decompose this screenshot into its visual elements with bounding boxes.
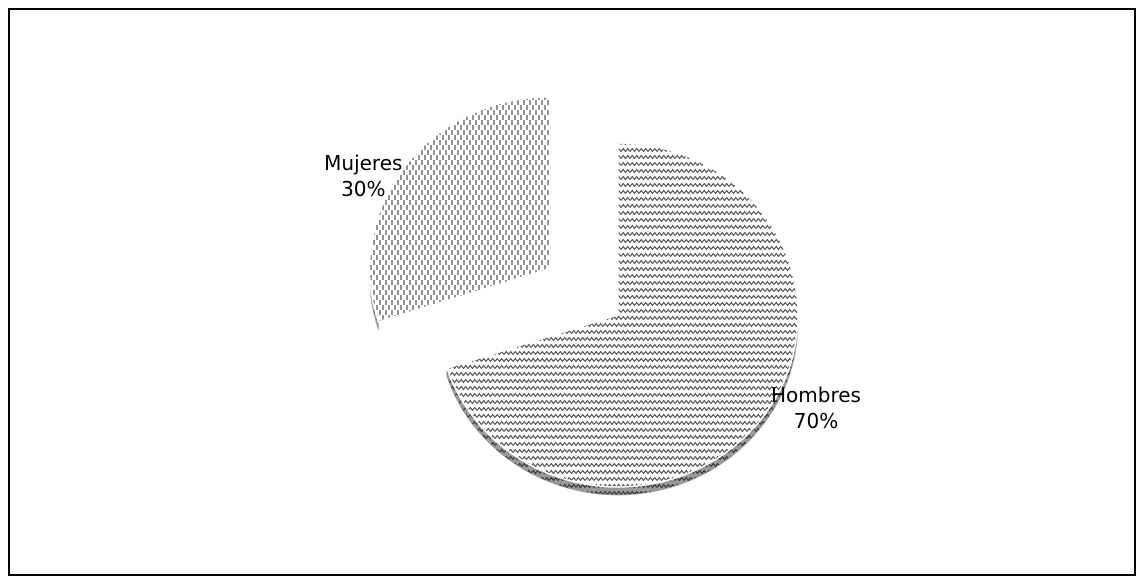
data-label-hombres: Hombres 70% <box>771 382 861 434</box>
data-label-category: Mujeres <box>324 150 403 175</box>
pie-slice-mujeres <box>368 95 551 323</box>
data-label-percent: 70% <box>793 409 839 433</box>
data-label-mujeres: Mujeres 30% <box>324 150 402 202</box>
pie-slice-group-mujeres <box>368 95 551 330</box>
pie-slice-hombres <box>445 142 799 488</box>
data-label-percent: 30% <box>341 176 386 201</box>
pie-slice-group-hombres <box>445 142 799 496</box>
data-label-category: Hombres <box>771 383 861 407</box>
